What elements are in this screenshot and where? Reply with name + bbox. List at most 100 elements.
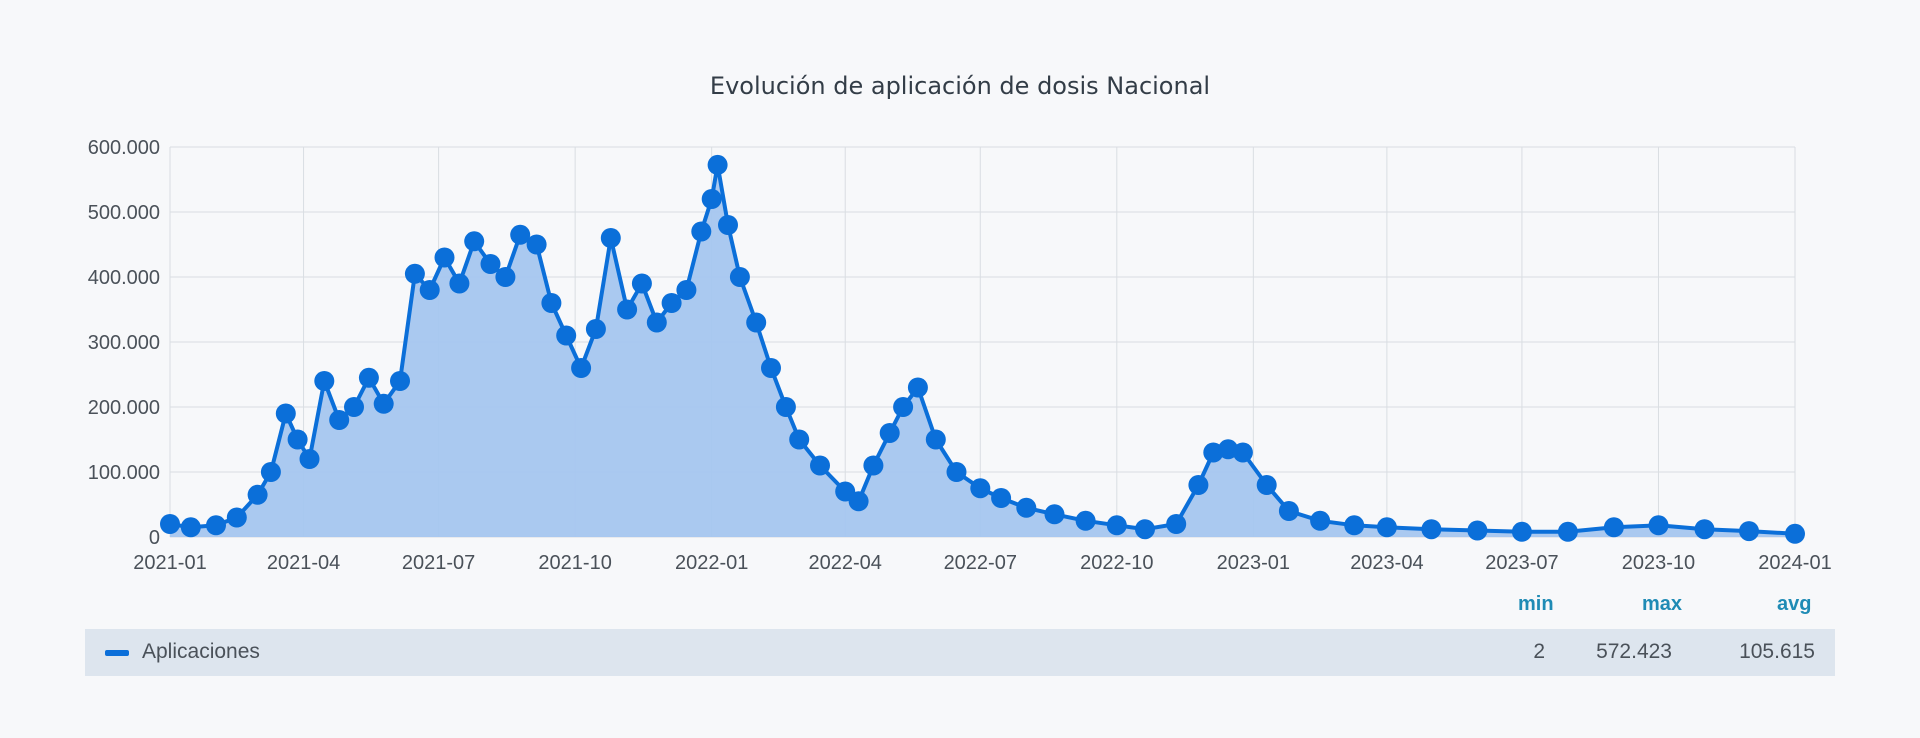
chart-plot: 0 100.000 200.000 300.000 400.000 500.000 600.… xyxy=(88,137,1832,574)
data-point xyxy=(1075,510,1096,531)
legend-swatch xyxy=(105,650,129,656)
data-point xyxy=(495,267,516,287)
data-point xyxy=(925,429,946,450)
y-tick-label: 300.000 xyxy=(88,332,160,354)
data-point xyxy=(600,228,621,248)
x-tick-label: 2023-10 xyxy=(1622,552,1695,574)
data-point xyxy=(510,224,531,245)
chart-title: Evolución de aplicación de dosis Naciona… xyxy=(709,72,1211,100)
data-point xyxy=(358,367,379,388)
legend-col-avg[interactable]: avg xyxy=(1777,593,1812,615)
data-point xyxy=(789,429,810,450)
data-point xyxy=(893,397,914,417)
data-point xyxy=(707,154,728,175)
x-tick-label: 2021-04 xyxy=(267,552,340,574)
x-tick-label: 2023-04 xyxy=(1350,552,1423,574)
y-tick-label: 400.000 xyxy=(88,267,160,289)
data-point xyxy=(344,397,364,417)
data-point xyxy=(1648,515,1669,536)
data-point xyxy=(329,410,350,430)
legend-min-value: 2 xyxy=(1533,640,1545,663)
data-point xyxy=(206,515,226,536)
legend-max-value: 572.423 xyxy=(1596,640,1672,663)
data-point xyxy=(314,371,335,391)
legend-row-aplicaciones[interactable]: Aplicaciones 2 572.423 105.615 xyxy=(85,629,1835,676)
legend-col-min[interactable]: min xyxy=(1518,593,1554,615)
data-point xyxy=(1232,442,1253,463)
data-point xyxy=(1785,523,1805,544)
y-tick-labels: 0 100.000 200.000 300.000 400.000 500.000 600.… xyxy=(88,137,160,549)
legend-header: min max avg xyxy=(0,593,1920,623)
legend-avg-value: 105.615 xyxy=(1739,640,1815,663)
legend-series-name[interactable]: Aplicaciones xyxy=(142,640,260,663)
data-point xyxy=(701,189,722,209)
x-tick-label: 2024-01 xyxy=(1758,552,1831,574)
data-point xyxy=(1344,515,1365,536)
data-point xyxy=(676,280,697,300)
series-points xyxy=(160,154,1805,544)
data-point xyxy=(247,484,268,505)
series-area xyxy=(170,164,1795,537)
data-point xyxy=(1166,514,1187,534)
x-tick-label: 2021-01 xyxy=(133,552,206,574)
data-point xyxy=(571,358,592,378)
data-point xyxy=(541,293,562,313)
y-tick-label: 0 xyxy=(149,527,160,549)
data-point xyxy=(646,312,667,333)
data-point xyxy=(226,507,247,528)
data-point xyxy=(775,397,796,417)
data-point xyxy=(631,273,652,294)
y-tick-label: 500.000 xyxy=(88,202,160,224)
x-tick-label: 2021-10 xyxy=(538,552,611,574)
data-point xyxy=(991,488,1012,508)
data-point xyxy=(1016,497,1037,518)
data-point xyxy=(1467,520,1488,541)
data-point xyxy=(848,491,869,512)
x-tick-labels: 2021-01 2021-04 2021-07 2021-10 2022-01 2022-… xyxy=(133,552,1831,574)
data-point xyxy=(1310,510,1331,531)
data-point xyxy=(180,517,201,538)
data-point xyxy=(863,455,884,476)
data-point xyxy=(556,325,577,346)
data-point xyxy=(480,254,501,274)
data-point xyxy=(1044,504,1065,525)
data-point xyxy=(1694,519,1715,540)
data-point xyxy=(287,429,308,450)
data-point xyxy=(746,312,767,333)
data-point xyxy=(691,221,712,242)
data-point xyxy=(810,455,830,476)
data-point xyxy=(1256,475,1277,495)
data-point xyxy=(661,293,682,313)
data-point xyxy=(617,299,638,320)
x-tick-label: 2023-01 xyxy=(1217,552,1290,574)
data-point xyxy=(718,215,738,235)
x-tick-label: 2021-07 xyxy=(402,552,475,574)
legend-col-max[interactable]: max xyxy=(1642,593,1683,615)
x-tick-label: 2023-07 xyxy=(1485,552,1558,574)
data-point xyxy=(526,234,547,255)
data-point xyxy=(390,371,410,391)
data-point xyxy=(160,514,180,534)
data-point xyxy=(275,403,296,424)
data-point xyxy=(419,280,440,300)
data-point xyxy=(761,358,781,378)
data-point xyxy=(373,393,394,414)
data-point xyxy=(946,462,967,482)
data-point xyxy=(404,263,425,284)
x-tick-label: 2022-07 xyxy=(944,552,1017,574)
data-point xyxy=(449,273,470,294)
data-point xyxy=(879,423,900,443)
x-tick-label: 2022-01 xyxy=(675,552,748,574)
data-point xyxy=(907,377,928,398)
data-point xyxy=(1376,517,1397,538)
data-point xyxy=(1511,521,1532,542)
data-point xyxy=(1188,475,1209,495)
data-point xyxy=(1135,519,1155,540)
data-point xyxy=(434,247,455,268)
data-point xyxy=(1603,517,1624,538)
data-point xyxy=(1106,515,1127,536)
x-tick-label: 2022-10 xyxy=(1080,552,1153,574)
data-point xyxy=(1739,521,1759,542)
y-tick-label: 100.000 xyxy=(88,462,160,484)
data-point xyxy=(260,462,281,482)
